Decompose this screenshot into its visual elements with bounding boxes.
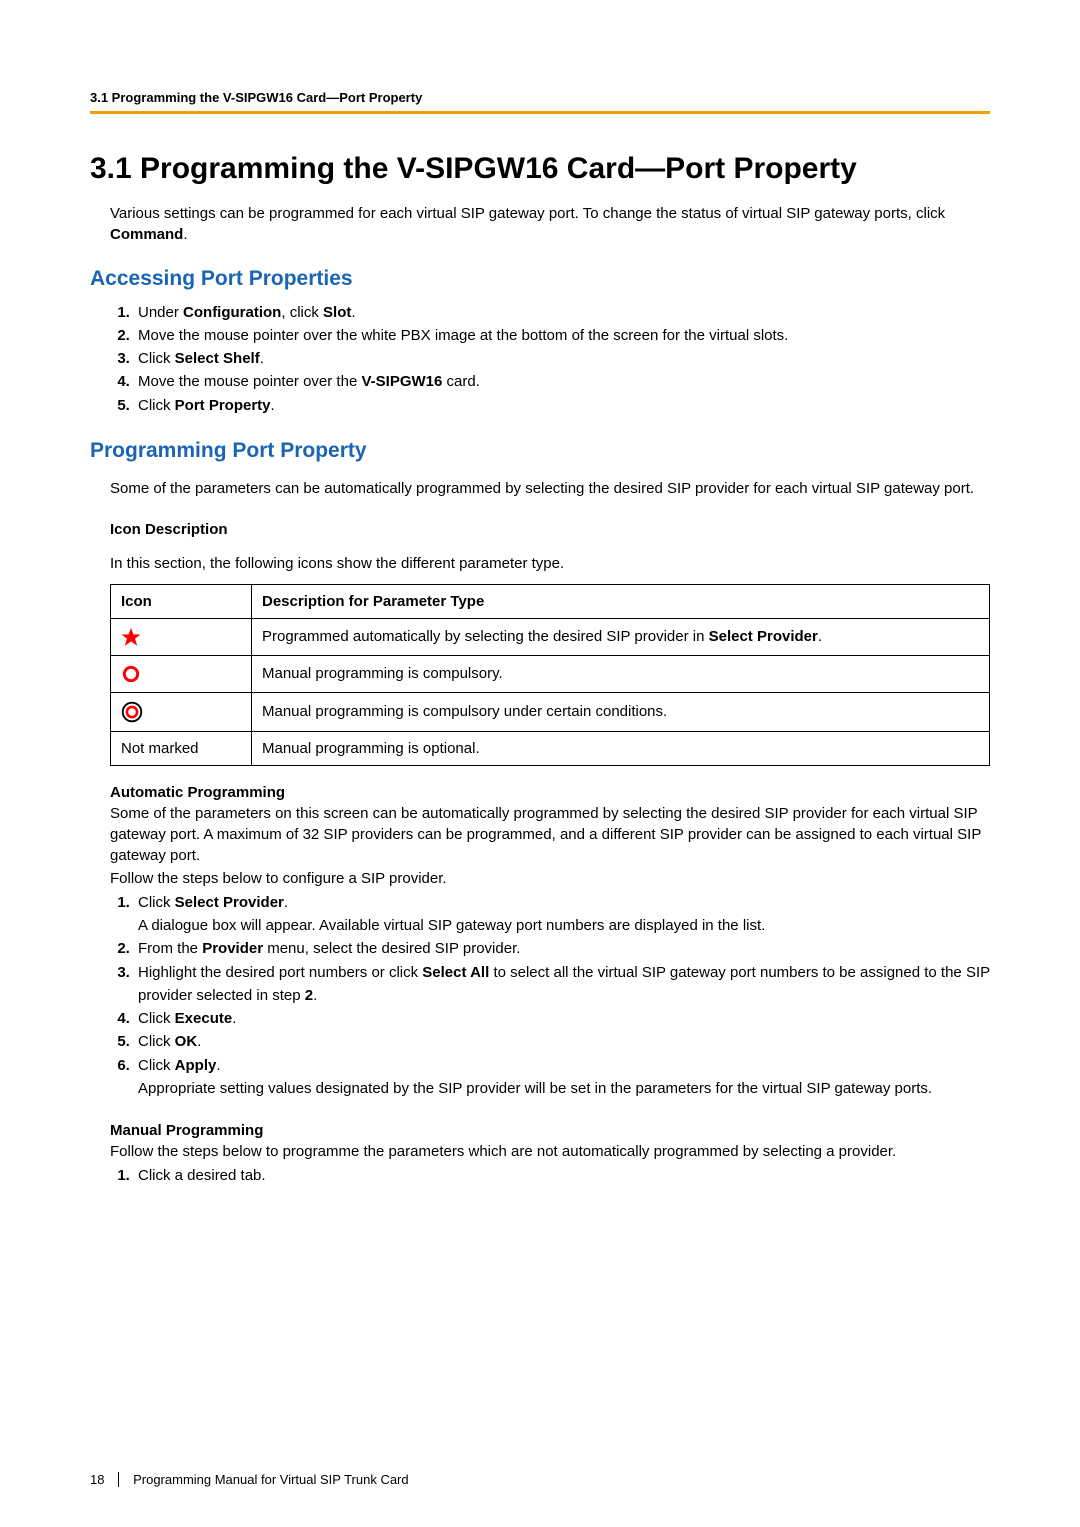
footer-title: Programming Manual for Virtual SIP Trunk…: [133, 1472, 409, 1487]
desc-cell: Manual programming is optional.: [252, 731, 990, 765]
step-bold: Execute: [175, 1010, 233, 1027]
table-row: Manual programming is compulsory.: [111, 655, 990, 692]
step-text: Highlight the desired port numbers or cl…: [138, 964, 422, 981]
step-text: Click: [138, 894, 175, 911]
step-text: Click: [138, 350, 175, 367]
manual-steps-list: Click a desired tab.: [110, 1164, 990, 1187]
step-text: Click: [138, 1010, 175, 1027]
icon-cell: [111, 618, 252, 655]
header-rule: [90, 111, 990, 114]
programming-intro: Some of the parameters can be automatica…: [110, 478, 990, 499]
accessing-steps-list: Under Configuration, click Slot. Move the…: [110, 301, 990, 417]
manual-heading: Manual Programming: [110, 1122, 990, 1139]
page-number: 18: [90, 1472, 119, 1487]
step-bold: Select All: [422, 964, 489, 981]
desc-text: Programmed automatically by selecting th…: [262, 628, 709, 645]
step-item: Click Port Property.: [134, 394, 990, 417]
step-text: Click: [138, 1033, 175, 1050]
step-item: Click Select Shelf.: [134, 347, 990, 370]
step-bold: Select Shelf: [175, 350, 260, 367]
table-row: Programmed automatically by selecting th…: [111, 618, 990, 655]
step-bold: Apply: [175, 1057, 217, 1074]
intro-text-before: Various settings can be programmed for e…: [110, 205, 945, 222]
programming-heading: Programming Port Property: [90, 439, 990, 463]
circle-icon: [121, 664, 141, 684]
running-header: 3.1 Programming the V-SIPGW16 Card—Port …: [90, 90, 990, 105]
step-item: Click OK.: [134, 1030, 990, 1053]
step-item: Under Configuration, click Slot.: [134, 301, 990, 324]
step-text: Move the mouse pointer over the white PB…: [138, 327, 788, 344]
automatic-heading: Automatic Programming: [110, 784, 990, 801]
desc-text: Manual programming is compulsory under c…: [262, 703, 667, 720]
icon-description-heading: Icon Description: [110, 521, 990, 538]
star-icon: [121, 627, 141, 647]
step-bold: 2: [305, 987, 313, 1004]
step-text: .: [271, 397, 275, 414]
step-item: Click Execute.: [134, 1007, 990, 1030]
table-row: Manual programming is compulsory under c…: [111, 692, 990, 731]
desc-bold: Select Provider: [709, 628, 818, 645]
step-bold: Select Provider: [175, 894, 284, 911]
intro-text-bold: Command: [110, 226, 183, 243]
icon-table-header-icon: Icon: [111, 584, 252, 618]
step-bold: V-SIPGW16: [361, 373, 442, 390]
step-text: .: [351, 304, 355, 321]
step-item: Move the mouse pointer over the V-SIPGW1…: [134, 370, 990, 393]
automatic-para: Some of the parameters on this screen ca…: [110, 803, 990, 866]
step-item: Move the mouse pointer over the white PB…: [134, 324, 990, 347]
table-row: Not marked Manual programming is optional…: [111, 731, 990, 765]
step-item: Click Apply. Appropriate setting values d…: [134, 1054, 990, 1101]
icon-cell: Not marked: [111, 731, 252, 765]
step-text: Move the mouse pointer over the: [138, 373, 361, 390]
step-text: .: [284, 894, 288, 911]
automatic-lead: Follow the steps below to configure a SI…: [110, 868, 990, 889]
icon-cell: [111, 655, 252, 692]
step-item: Click Select Provider. A dialogue box wil…: [134, 891, 990, 938]
desc-cell: Manual programming is compulsory.: [252, 655, 990, 692]
step-text: menu, select the desired SIP provider.: [263, 940, 520, 957]
desc-text: Manual programming is optional.: [262, 740, 480, 757]
double-circle-icon: [121, 701, 143, 723]
step-item: From the Provider menu, select the desir…: [134, 937, 990, 960]
step-item: Click a desired tab.: [134, 1164, 990, 1187]
automatic-steps-list: Click Select Provider. A dialogue box wil…: [110, 891, 990, 1100]
step-bold: Port Property: [175, 397, 271, 414]
icon-cell: [111, 692, 252, 731]
step-text: Click a desired tab.: [138, 1167, 266, 1184]
step-text: Under: [138, 304, 183, 321]
step-text: Click: [138, 397, 175, 414]
step-item: Highlight the desired port numbers or cl…: [134, 961, 990, 1008]
step-note: A dialogue box will appear. Available vi…: [138, 914, 990, 937]
section-title: 3.1 Programming the V-SIPGW16 Card—Port …: [90, 150, 990, 188]
step-text: .: [197, 1033, 201, 1050]
icon-table: Icon Description for Parameter Type Prog…: [110, 584, 990, 766]
step-text: .: [313, 987, 317, 1004]
step-text: .: [216, 1057, 220, 1074]
step-bold: OK: [175, 1033, 198, 1050]
desc-text: Manual programming is compulsory.: [262, 665, 503, 682]
step-text: From the: [138, 940, 202, 957]
step-note: Appropriate setting values designated by…: [138, 1077, 990, 1100]
step-text: , click: [281, 304, 323, 321]
desc-cell: Manual programming is compulsory under c…: [252, 692, 990, 731]
step-bold: Configuration: [183, 304, 281, 321]
intro-text-after: .: [183, 226, 187, 243]
desc-cell: Programmed automatically by selecting th…: [252, 618, 990, 655]
intro-paragraph: Various settings can be programmed for e…: [110, 203, 990, 245]
icon-description-lead: In this section, the following icons sho…: [110, 553, 990, 574]
step-text: Click: [138, 1057, 175, 1074]
step-text: .: [260, 350, 264, 367]
step-text: card.: [442, 373, 480, 390]
step-text: .: [232, 1010, 236, 1027]
step-bold: Slot: [323, 304, 351, 321]
step-bold: Provider: [202, 940, 263, 957]
accessing-heading: Accessing Port Properties: [90, 267, 990, 291]
icon-table-header-desc: Description for Parameter Type: [252, 584, 990, 618]
desc-text: .: [818, 628, 822, 645]
page-footer: 18 Programming Manual for Virtual SIP Tr…: [90, 1472, 409, 1487]
manual-para: Follow the steps below to programme the …: [110, 1141, 990, 1162]
